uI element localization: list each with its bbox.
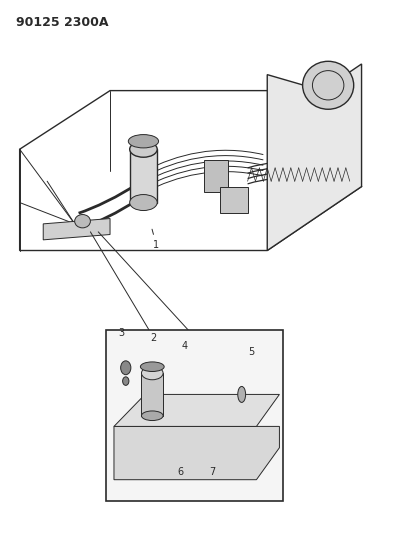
Polygon shape <box>141 373 163 416</box>
Text: 90125 2300A: 90125 2300A <box>16 16 108 29</box>
Ellipse shape <box>130 141 157 157</box>
Polygon shape <box>114 426 279 480</box>
Ellipse shape <box>75 214 90 228</box>
Ellipse shape <box>140 362 164 372</box>
Polygon shape <box>220 187 248 213</box>
Circle shape <box>121 361 131 375</box>
Ellipse shape <box>238 386 246 402</box>
Ellipse shape <box>128 134 159 148</box>
Text: 6: 6 <box>178 467 184 477</box>
Ellipse shape <box>141 411 163 421</box>
Bar <box>106 330 283 501</box>
Text: 7: 7 <box>209 467 215 477</box>
Polygon shape <box>114 394 279 426</box>
Text: 3: 3 <box>119 328 125 338</box>
Circle shape <box>123 377 129 385</box>
Polygon shape <box>267 64 362 251</box>
Text: 1: 1 <box>152 229 160 250</box>
Polygon shape <box>43 219 110 240</box>
Text: 2: 2 <box>150 334 156 343</box>
Ellipse shape <box>141 367 163 379</box>
Polygon shape <box>130 149 157 203</box>
Ellipse shape <box>130 195 157 211</box>
Polygon shape <box>204 160 228 192</box>
Ellipse shape <box>303 61 354 109</box>
Text: 4: 4 <box>182 342 188 351</box>
Text: 5: 5 <box>248 347 255 357</box>
